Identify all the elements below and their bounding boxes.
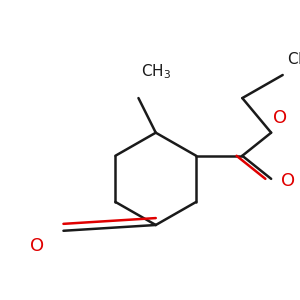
Text: CH$_3$: CH$_3$	[287, 51, 300, 69]
Text: O: O	[30, 237, 44, 255]
Text: O: O	[281, 172, 296, 190]
Text: O: O	[273, 109, 287, 127]
Text: CH$_3$: CH$_3$	[141, 62, 171, 81]
